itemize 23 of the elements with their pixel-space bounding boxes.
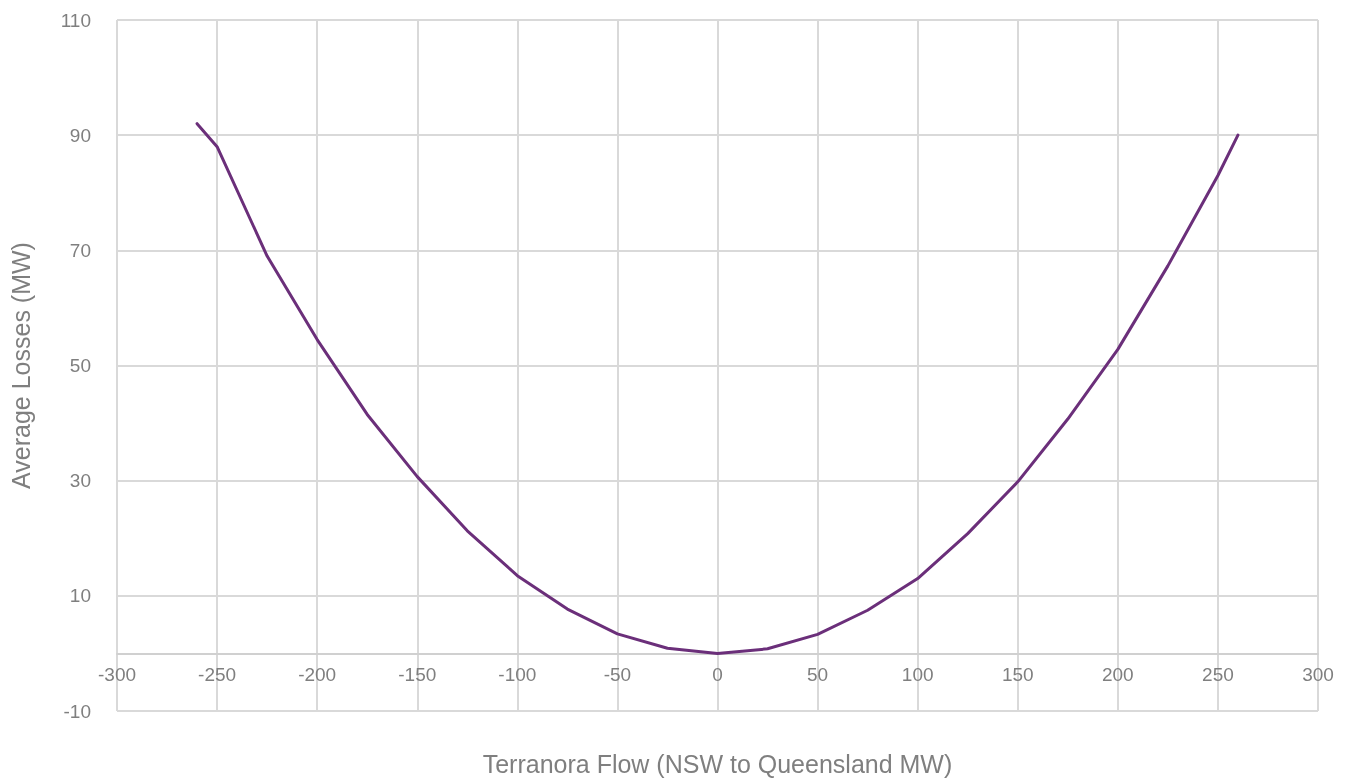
x-tick-label: -150 bbox=[398, 664, 437, 685]
x-tick-label: 0 bbox=[712, 664, 723, 685]
x-tick-label: -50 bbox=[603, 664, 632, 685]
x-tick-label: 250 bbox=[1202, 664, 1234, 685]
y-tick-label: -10 bbox=[63, 700, 91, 722]
x-tick-label: 150 bbox=[1001, 664, 1034, 685]
y-tick-label: 70 bbox=[69, 239, 91, 261]
x-tick-label: -200 bbox=[298, 664, 337, 685]
x-tick-label: 50 bbox=[807, 664, 829, 685]
x-tick-label: -300 bbox=[97, 664, 137, 685]
line-series bbox=[195, 122, 1240, 655]
y-tick-label: 10 bbox=[69, 585, 91, 607]
y-tick-label: 90 bbox=[69, 124, 91, 146]
x-tick-label: -250 bbox=[198, 664, 237, 685]
x-tick-label: 100 bbox=[901, 664, 934, 685]
y-tick-label: 110 bbox=[60, 9, 91, 31]
x-tick-label: 200 bbox=[1101, 664, 1134, 685]
y-axis-title: Average Losses (MW) bbox=[6, 242, 35, 489]
y-tick-label: 50 bbox=[69, 355, 91, 376]
x-tick-label: 300 bbox=[1302, 664, 1334, 685]
x-axis-title: Terranora Flow (NSW to Queensland MW) bbox=[482, 749, 953, 778]
y-tick-label: 30 bbox=[69, 470, 91, 492]
x-tick-label: -100 bbox=[498, 664, 537, 685]
